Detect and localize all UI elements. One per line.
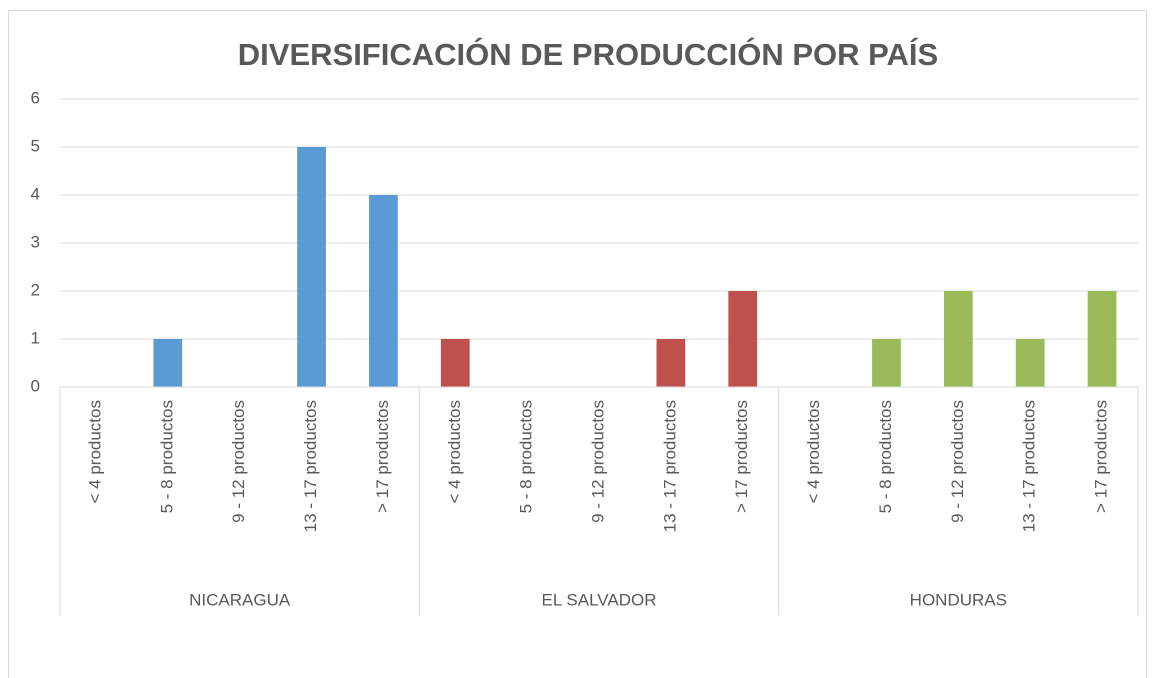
y-tick-label: 4: [31, 184, 40, 203]
x-tick-label: < 4 productos: [804, 400, 823, 504]
y-tick-label: 3: [31, 232, 40, 251]
bar: [369, 195, 398, 387]
bar: [872, 339, 901, 387]
x-tick-label: < 4 productos: [85, 400, 104, 504]
y-tick-label: 5: [31, 136, 40, 155]
x-tick-label: 9 - 12 productos: [588, 400, 607, 523]
x-tick-label: > 17 productos: [732, 400, 751, 513]
group-label: HONDURAS: [910, 590, 1007, 609]
x-tick-label: 5 - 8 productos: [517, 400, 536, 513]
bar: [1015, 339, 1045, 387]
x-tick-label: 13 - 17 productos: [660, 400, 679, 532]
group-label: NICARAGUA: [189, 590, 291, 609]
chart-title: DIVERSIFICACIÓN DE PRODUCCIÓN POR PAÍS: [238, 36, 938, 72]
x-tick-label: 13 - 17 productos: [301, 400, 320, 532]
x-tick-label: > 17 productos: [373, 400, 392, 513]
bar: [943, 291, 973, 387]
y-tick-label: 2: [31, 280, 40, 299]
bar: [728, 291, 758, 387]
x-tick-label: < 4 productos: [445, 400, 464, 504]
group-label: EL SALVADOR: [542, 590, 657, 609]
bar: [440, 339, 470, 387]
x-tick-label: 9 - 12 productos: [229, 400, 248, 523]
x-tick-label: 13 - 17 productos: [1020, 400, 1039, 532]
bar: [656, 339, 686, 387]
y-tick-label: 1: [31, 328, 40, 347]
y-tick-label: 6: [31, 88, 40, 107]
bar: [1087, 291, 1117, 387]
bar: [297, 147, 326, 387]
y-tick-label: 0: [31, 376, 40, 395]
x-tick-label: 9 - 12 productos: [948, 400, 967, 523]
x-tick-label: 5 - 8 productos: [876, 400, 895, 513]
x-tick-label: 5 - 8 productos: [157, 400, 176, 513]
x-tick-label: > 17 productos: [1092, 400, 1111, 513]
bar: [153, 339, 183, 387]
